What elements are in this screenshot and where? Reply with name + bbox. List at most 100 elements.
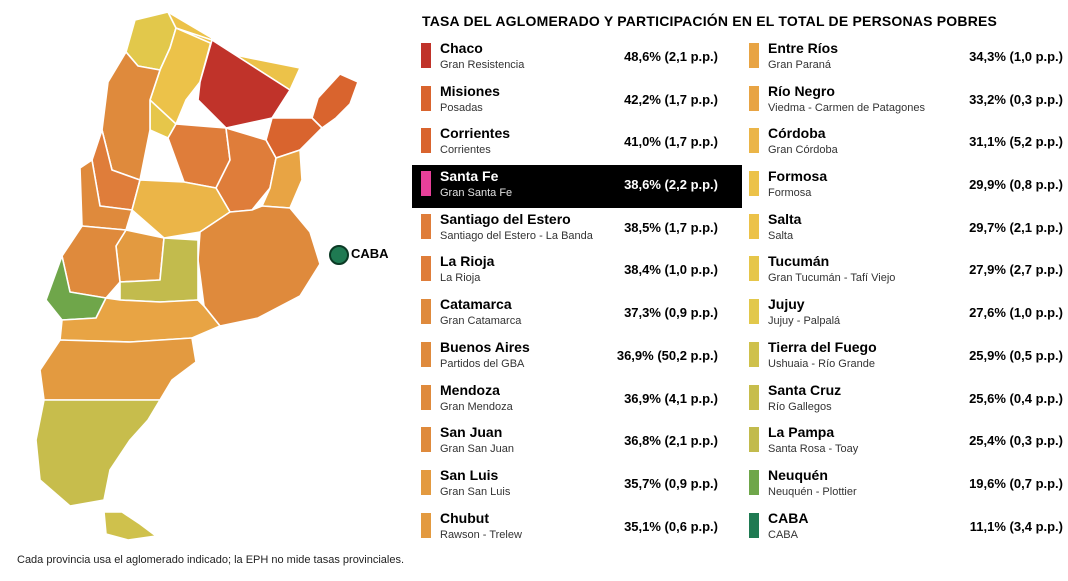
rate-value: 19,6% (0,7 p.p.): [969, 475, 1063, 491]
color-swatch: [421, 384, 431, 410]
agglomerate-name: Gran Catamarca: [440, 315, 522, 328]
legend-row: Salta Salta 29,7% (2,1 p.p.): [740, 208, 1068, 251]
agglomerate-name: Salta: [768, 229, 794, 242]
map-misiones: [311, 73, 359, 129]
legend-row: Chubut Rawson - Trelew 35,1% (0,6 p.p.): [412, 507, 742, 550]
rate-value: 36,9% (50,2 p.p.): [616, 347, 718, 363]
color-swatch: [421, 512, 431, 538]
color-swatch: [749, 512, 759, 538]
province-name: Neuquén: [768, 466, 828, 483]
agglomerate-name: Posadas: [440, 101, 483, 114]
rate-value: 27,6% (1,0 p.p.): [969, 305, 1063, 321]
legend-row: La Pampa Santa Rosa - Toay 25,4% (0,3 p.p.…: [740, 421, 1068, 464]
province-name: Salta: [768, 210, 802, 227]
rate-value: 41,0% (1,7 p.p.): [624, 134, 718, 150]
caba-map-label: CABA: [351, 246, 389, 261]
province-name: La Pampa: [768, 424, 835, 441]
map-buenos-aires: [197, 205, 321, 327]
legend-row: Santiago del Estero Santiago del Estero -…: [412, 208, 742, 251]
rate-value: 38,6% (2,2 p.p.): [624, 177, 718, 193]
agglomerate-name: Santa Rosa - Toay: [768, 443, 859, 456]
legend-row: Catamarca Gran Catamarca 37,3% (0,9 p.p.): [412, 293, 742, 336]
agglomerate-name: Viedma - Carmen de Patagones: [768, 101, 925, 114]
legend-row: San Luis Gran San Luis 35,7% (0,9 p.p.): [412, 464, 742, 507]
province-name: Santa Cruz: [768, 381, 842, 398]
color-swatch: [421, 256, 431, 282]
legend-row: Corrientes Corrientes 41,0% (1,7 p.p.): [412, 122, 742, 165]
color-swatch: [421, 85, 431, 111]
map-mendoza: [61, 225, 127, 299]
agglomerate-name: Santiago del Estero - La Banda: [440, 229, 593, 242]
rate-value: 11,1% (3,4 p.p.): [969, 518, 1063, 534]
province-name: San Luis: [440, 466, 499, 483]
agglomerate-name: Gran Resistencia: [440, 59, 525, 71]
rate-value: 25,6% (0,4 p.p.): [969, 390, 1063, 406]
agglomerate-name: Gran San Luis: [440, 485, 511, 498]
color-swatch: [421, 469, 431, 495]
legend-row: Formosa Formosa 29,9% (0,8 p.p.): [740, 165, 1068, 208]
legend-row: La Rioja La Rioja 38,4% (1,0 p.p.): [412, 250, 742, 293]
province-name: Entre Ríos: [768, 40, 839, 56]
rate-value: 27,9% (2,7 p.p.): [969, 262, 1063, 278]
province-name: Buenos Aires: [440, 338, 530, 355]
legend-row: Entre Ríos Gran Paraná 34,3% (1,0 p.p.): [740, 37, 1068, 80]
agglomerate-name: Gran Córdoba: [768, 144, 838, 157]
color-swatch: [749, 384, 759, 410]
argentina-map: [35, 11, 359, 541]
province-name: Formosa: [768, 168, 828, 185]
agglomerate-name: Gran Tucumán - Tafí Viejo: [768, 272, 896, 285]
province-name: Mendoza: [440, 381, 500, 398]
legend-row: San Juan Gran San Juan 36,8% (2,1 p.p.): [412, 421, 742, 464]
rate-value: 25,9% (0,5 p.p.): [969, 347, 1063, 363]
rate-value: 35,7% (0,9 p.p.): [624, 475, 718, 491]
map-san-luis: [115, 229, 165, 283]
color-swatch: [749, 427, 759, 453]
color-swatch: [749, 43, 759, 68]
color-swatch: [421, 427, 431, 453]
legend-row: Tierra del Fuego Ushuaia - Río Grande 25,9…: [740, 336, 1068, 379]
right-column-list: Entre Ríos Gran Paraná 34,3% (1,0 p.p.) Río…: [740, 37, 1068, 549]
legend-row: CABA CABA 11,1% (3,4 p.p.): [740, 507, 1068, 550]
rate-value: 34,3% (1,0 p.p.): [969, 49, 1063, 64]
agglomerate-name: Gran Mendoza: [440, 400, 513, 413]
color-swatch: [749, 341, 759, 367]
rate-value: 38,4% (1,0 p.p.): [624, 262, 718, 278]
color-swatch: [421, 341, 431, 367]
agglomerate-name: Gran Santa Fe: [440, 187, 513, 200]
province-name: Corrientes: [440, 125, 511, 142]
color-swatch: [749, 171, 759, 197]
map-tierra-del-fuego: [103, 511, 157, 541]
province-name: Santiago del Estero: [440, 210, 571, 227]
rate-value: 31,1% (5,2 p.p.): [969, 134, 1063, 150]
agglomerate-name: Rawson - Trelew: [440, 528, 522, 541]
legend-row: Tucumán Gran Tucumán - Tafí Viejo 27,9% (2…: [740, 250, 1068, 293]
rate-value: 29,9% (0,8 p.p.): [969, 177, 1063, 193]
rate-value: 25,4% (0,3 p.p.): [969, 433, 1063, 449]
rate-value: 48,6% (2,1 p.p.): [624, 49, 718, 64]
color-swatch: [749, 469, 759, 495]
province-name: Chaco: [440, 40, 483, 56]
color-swatch: [421, 128, 431, 154]
agglomerate-name: CABA: [768, 528, 798, 541]
province-name: San Juan: [440, 424, 503, 441]
legend-row: Buenos Aires Partidos del GBA 36,9% (50,2 …: [412, 336, 742, 379]
chart-title: TASA DEL AGLOMERADO Y PARTICIPACIÓN EN E…: [422, 13, 998, 29]
agglomerate-name: Corrientes: [440, 144, 491, 157]
province-name: Misiones: [440, 82, 500, 99]
agglomerate-name: Gran Paraná: [768, 59, 831, 71]
legend-row: Jujuy Jujuy - Palpalá 27,6% (1,0 p.p.): [740, 293, 1068, 336]
color-swatch: [421, 299, 431, 325]
color-swatch: [421, 213, 431, 239]
rate-value: 36,9% (4,1 p.p.): [624, 390, 718, 406]
legend-row: Neuquén Neuquén - Plottier 19,6% (0,7 p.p.…: [740, 464, 1068, 507]
province-name: Tucumán: [768, 253, 830, 270]
color-swatch: [749, 85, 759, 111]
province-name: Santa Fe: [440, 168, 499, 185]
agglomerate-name: Río Gallegos: [768, 400, 832, 413]
legend-row: Santa Cruz Río Gallegos 25,6% (0,4 p.p.): [740, 379, 1068, 422]
rate-value: 29,7% (2,1 p.p.): [969, 219, 1063, 235]
legend-row: Chaco Gran Resistencia 48,6% (2,1 p.p.): [412, 37, 742, 80]
rate-value: 38,5% (1,7 p.p.): [624, 219, 718, 235]
rate-value: 36,8% (2,1 p.p.): [624, 433, 718, 449]
agglomerate-name: Ushuaia - Río Grande: [768, 357, 875, 370]
